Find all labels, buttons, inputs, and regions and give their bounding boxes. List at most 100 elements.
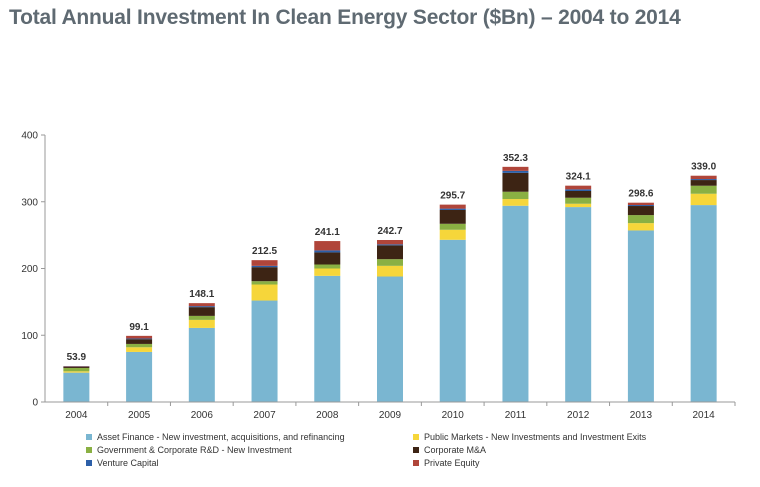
legend-item-private-equity: Private Equity [413, 458, 480, 468]
x-tick-label: 2009 [379, 410, 402, 421]
legend-swatch [413, 460, 419, 466]
bar-segment-venture-capital [251, 265, 278, 268]
legend-label: Government & Corporate R&D - New Investm… [97, 445, 292, 455]
x-tick-label: 2014 [693, 410, 716, 421]
bar-total-label: 53.9 [67, 352, 87, 363]
bar-segment-venture-capital [627, 205, 654, 207]
bar-total-label: 324.1 [566, 172, 591, 183]
bar-segment-private-equity [627, 202, 654, 206]
y-tick-label: 0 [32, 398, 38, 409]
chart-title: Total Annual Investment In Clean Energy … [9, 6, 681, 29]
bar-stack-2014: 339.0 [690, 162, 717, 402]
bar-stack-2005: 99.1 [126, 322, 153, 402]
x-tick-label: 2006 [191, 410, 214, 421]
bar-stack-2012: 324.1 [565, 172, 592, 402]
legend-swatch [86, 434, 92, 440]
bar-segment-gov-rd [565, 197, 592, 204]
bar-segment-asset-finance [188, 327, 215, 402]
bars: 53.9 99.1 148.1 212.5 241.1 242.7 295.7 352.3 32… [63, 153, 717, 402]
bar-segment-asset-finance [690, 205, 717, 402]
bar-segment-venture-capital [502, 170, 529, 173]
bar-segment-public-markets [188, 319, 215, 328]
bar-total-label: 99.1 [129, 322, 149, 333]
legend-swatch [86, 447, 92, 453]
bar-segment-public-markets [63, 371, 90, 373]
bar-segment-asset-finance [627, 230, 654, 402]
bar-total-label: 339.0 [691, 162, 716, 173]
bar-segment-corporate-ma [690, 180, 717, 186]
bar-total-label: 241.1 [315, 227, 340, 238]
bar-segment-gov-rd [188, 315, 215, 320]
x-tick-label: 2010 [442, 410, 465, 421]
bar-segment-corporate-ma [63, 366, 90, 368]
legend-label: Asset Finance - New investment, acquisit… [97, 432, 345, 442]
bar-segment-venture-capital [314, 250, 341, 253]
bar-segment-private-equity [314, 241, 341, 251]
bar-stack-2010: 295.7 [439, 191, 466, 402]
bar-segment-asset-finance [565, 207, 592, 402]
bar-stack-2009: 242.7 [377, 226, 403, 402]
bar-segment-public-markets [502, 199, 529, 206]
bar-segment-asset-finance [63, 372, 90, 402]
bar-segment-corporate-ma [377, 245, 403, 260]
bar-stack-2004: 53.9 [63, 352, 90, 402]
legend-label: Private Equity [424, 458, 480, 468]
legend-label: Venture Capital [97, 458, 159, 468]
bar-segment-corporate-ma [251, 267, 278, 282]
bar-stack-2013: 298.6 [627, 189, 654, 402]
bar-segment-asset-finance [314, 275, 341, 402]
bar-segment-private-equity [565, 185, 592, 190]
bar-segment-private-equity [377, 239, 403, 245]
bar-segment-asset-finance [251, 300, 278, 402]
x-tick-label: 2012 [567, 410, 590, 421]
legend-swatch [413, 434, 419, 440]
legend-item-venture-capital: Venture Capital [86, 458, 159, 468]
bar-segment-gov-rd [502, 191, 529, 200]
bar-segment-corporate-ma [439, 209, 466, 224]
bar-segment-venture-capital [188, 306, 215, 308]
bar-stack-2006: 148.1 [188, 289, 215, 402]
bar-segment-private-equity [439, 204, 466, 209]
bar-segment-corporate-ma [126, 339, 153, 344]
legend-label: Public Markets - New Investments and Inv… [424, 432, 647, 442]
bar-segment-gov-rd [126, 343, 153, 348]
legend-item-gov-rd: Government & Corporate R&D - New Investm… [86, 445, 292, 455]
bar-segment-gov-rd [314, 264, 341, 269]
bar-segment-public-markets [439, 229, 466, 240]
bar-segment-gov-rd [377, 259, 403, 266]
bar-segment-venture-capital [126, 338, 153, 340]
bar-total-label: 298.6 [628, 189, 653, 200]
bar-segment-corporate-ma [188, 307, 215, 316]
y-tick-label: 100 [21, 331, 38, 342]
bar-stack-2011: 352.3 [502, 153, 529, 402]
y-tick-label: 400 [21, 131, 38, 142]
legend-swatch [86, 460, 92, 466]
bar-segment-private-equity [251, 260, 278, 266]
bar-segment-venture-capital [565, 189, 592, 192]
bar-total-label: 148.1 [189, 289, 214, 300]
bar-segment-public-markets [251, 284, 278, 301]
bar-segment-gov-rd [251, 281, 278, 285]
x-tick-label: 2007 [253, 410, 276, 421]
legend-item-asset-finance: Asset Finance - New investment, acquisit… [86, 432, 345, 442]
bar-segment-corporate-ma [502, 172, 529, 192]
bar-segment-public-markets [690, 193, 717, 206]
bar-segment-asset-finance [377, 276, 403, 402]
bar-segment-private-equity [188, 303, 215, 307]
bar-segment-private-equity [502, 166, 529, 171]
x-axis: 2004 2005 2006 2007 2008 2009 2010 2011 2012 2013… [45, 401, 736, 421]
bar-segment-corporate-ma [565, 191, 592, 198]
bar-stack-2008: 241.1 [314, 227, 341, 402]
legend-label: Corporate M&A [424, 445, 487, 455]
x-tick-label: 2005 [128, 410, 151, 421]
bar-segment-asset-finance [126, 351, 153, 402]
bar-segment-asset-finance [439, 239, 466, 402]
bar-total-label: 352.3 [503, 153, 528, 164]
y-tick-label: 200 [21, 264, 38, 275]
bar-segment-venture-capital [377, 244, 403, 246]
bar-segment-gov-rd [439, 223, 466, 230]
legend-item-corporate-ma: Corporate M&A [413, 445, 486, 455]
bar-segment-venture-capital [439, 208, 466, 210]
bar-segment-private-equity [126, 335, 153, 339]
